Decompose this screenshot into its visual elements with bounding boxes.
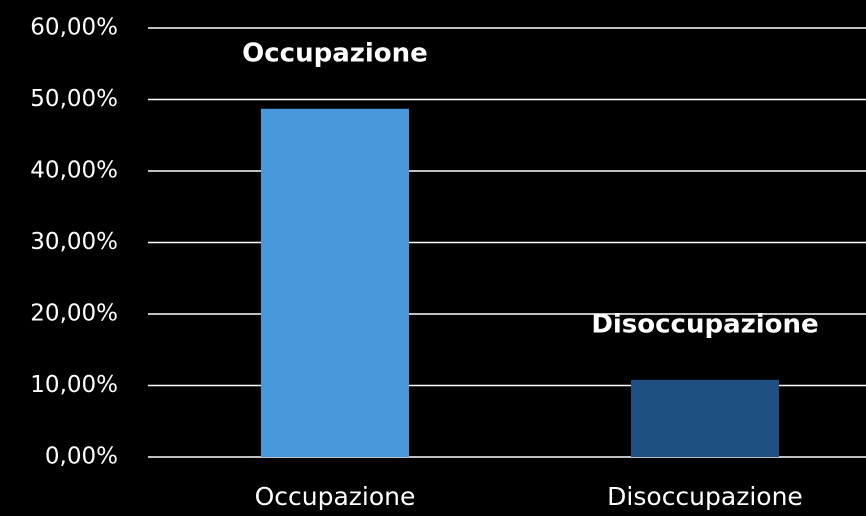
x-tick-label: Occupazione bbox=[255, 482, 416, 511]
y-tick-label: 10,00% bbox=[30, 372, 118, 398]
annotation: Occupazione bbox=[242, 38, 428, 68]
y-tick-label: 30,00% bbox=[30, 229, 118, 255]
annotation: Disoccupazione bbox=[591, 309, 818, 339]
x-tick-label: Disoccupazione bbox=[607, 482, 803, 511]
y-tick-label: 40,00% bbox=[30, 158, 118, 184]
bar bbox=[631, 379, 779, 457]
y-tick-label: 50,00% bbox=[30, 86, 118, 112]
bar bbox=[261, 108, 409, 458]
y-tick-label: 60,00% bbox=[30, 15, 118, 41]
y-tick-label: 0,00% bbox=[45, 444, 118, 470]
y-tick-label: 20,00% bbox=[30, 301, 118, 327]
